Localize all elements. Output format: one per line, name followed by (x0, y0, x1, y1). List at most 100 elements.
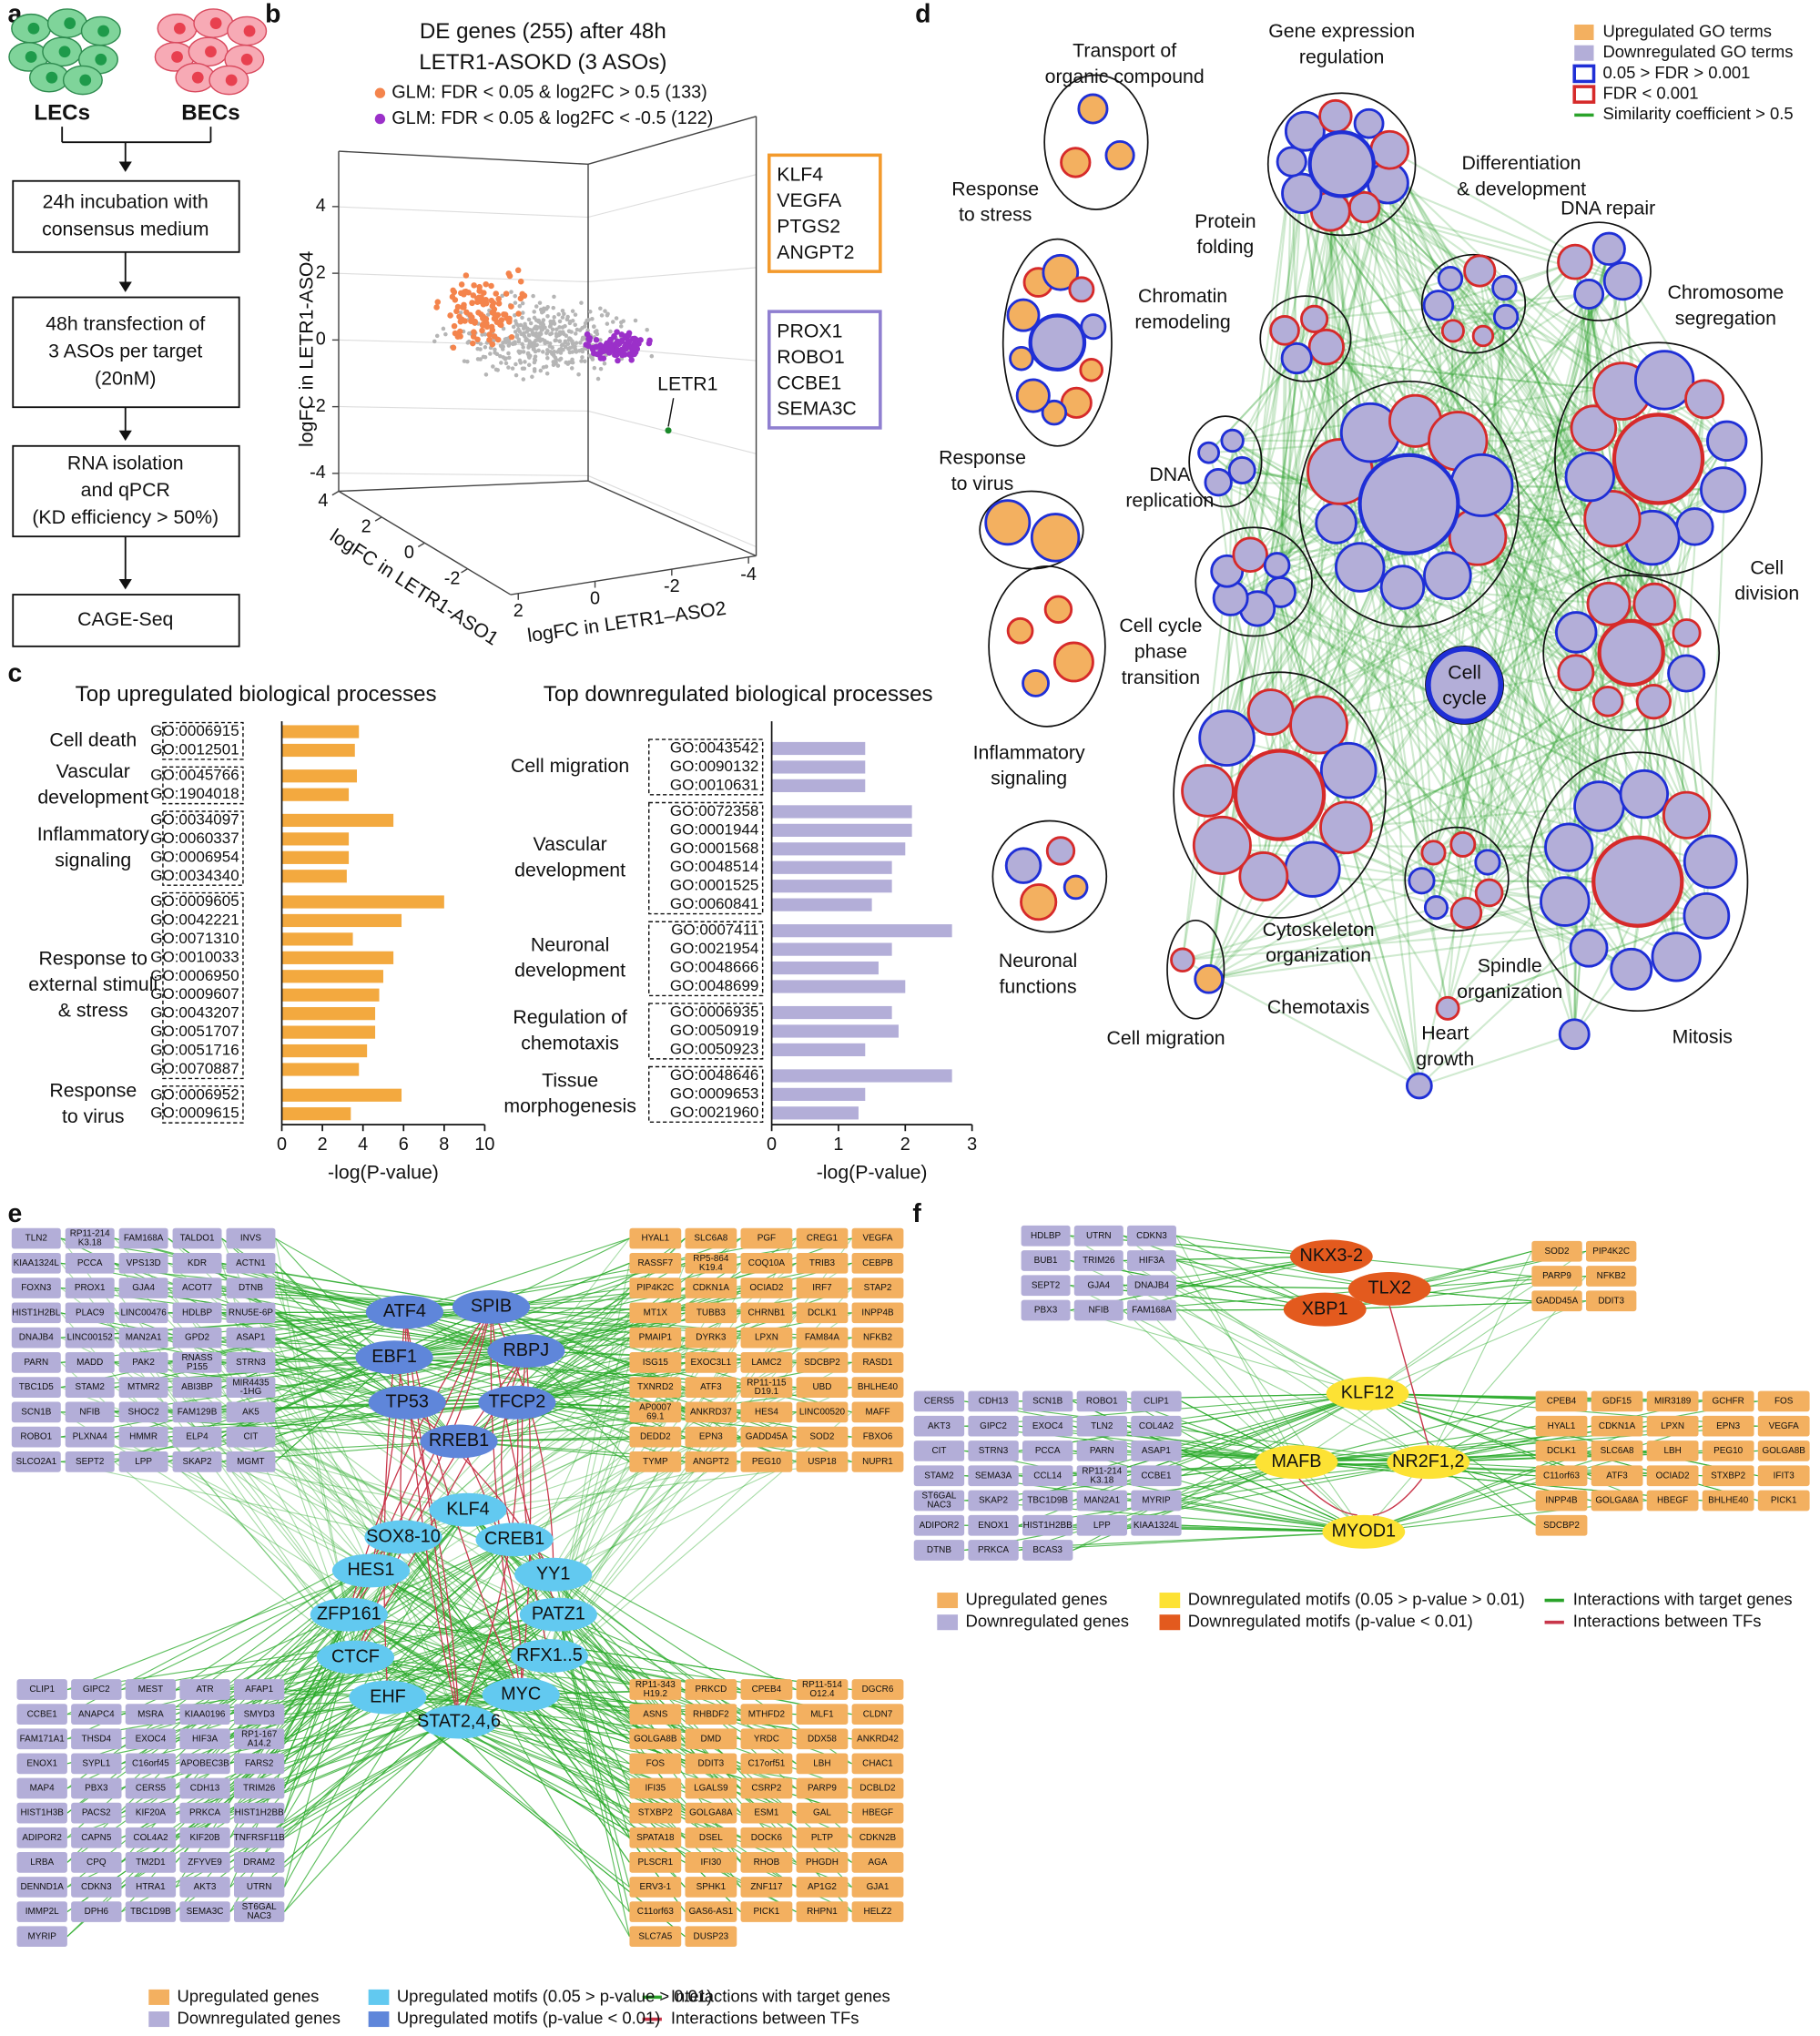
category-label: GO:0006952 (150, 1085, 239, 1103)
gene-name: TBC1D9B (130, 1907, 171, 1917)
interaction-edge (121, 1573, 554, 1789)
point-gray (533, 354, 538, 359)
point-gray (513, 361, 518, 367)
point-down (633, 336, 639, 343)
category-label: GO:0006950 (150, 967, 239, 984)
gene-name: HIST1H2BB (235, 1808, 284, 1818)
interaction-edge (1367, 1392, 1536, 1502)
similarity-edge (1249, 161, 1293, 555)
cell-nucleus (46, 71, 58, 84)
interaction-edge (1296, 1300, 1532, 1463)
point-up (449, 293, 456, 300)
gene-box (740, 1302, 793, 1324)
point-gray (526, 354, 532, 359)
gene-box (11, 1302, 61, 1324)
gene-box (767, 310, 882, 430)
go-term (1041, 399, 1068, 426)
gene-box (913, 1440, 965, 1461)
point-up (471, 329, 477, 335)
gene-name: O12.4 (809, 1689, 835, 1699)
point-gray (574, 341, 579, 345)
gene-name: MADD (76, 1358, 103, 1368)
point-gray (548, 319, 553, 324)
interaction-edge (66, 1614, 559, 1691)
point-up (486, 336, 493, 343)
gene-name: BUB1 (1034, 1256, 1058, 1266)
point-gray (552, 315, 556, 320)
gene-box (234, 1728, 285, 1750)
interaction-edge (229, 1614, 559, 1863)
gene-box (1022, 1440, 1073, 1461)
tf-name: TLX2 (1368, 1278, 1410, 1298)
point-gray (560, 315, 565, 320)
gene-box (11, 1426, 61, 1448)
cluster-label: Protein (1195, 210, 1256, 232)
interaction-edge (553, 1461, 797, 1575)
gene-name: RP11-514 (802, 1680, 842, 1690)
tf-name: EHF (370, 1686, 406, 1706)
point-down (625, 331, 632, 339)
gene-box (685, 1327, 737, 1349)
gene-box (685, 1926, 737, 1948)
group-label: Cell death (49, 728, 137, 750)
tf-name: NKX3-2 (1300, 1246, 1364, 1266)
interaction-edge (1073, 1392, 1368, 1477)
group-box (648, 1003, 764, 1060)
gene-name: ATR (197, 1685, 214, 1695)
bar (771, 1005, 892, 1020)
gene-name: GDF15 (1602, 1397, 1632, 1407)
gene-box (1131, 1415, 1182, 1437)
gene-box (179, 1827, 230, 1848)
cell-nucleus (240, 53, 253, 66)
gene-box (1757, 1490, 1810, 1512)
category-label: GO:0071310 (150, 930, 239, 947)
gene-name: IFIT3 (1774, 1471, 1795, 1481)
go-term (1060, 147, 1092, 178)
gene-box (71, 1777, 122, 1799)
group-label: development (514, 859, 625, 881)
go-term (1597, 618, 1665, 687)
gene-name: PARP9 (1542, 1271, 1571, 1281)
interaction-edge (513, 1361, 852, 1541)
gene-name: PRKCA (189, 1808, 221, 1818)
tf-node (365, 1295, 443, 1329)
tick-label: 1 (833, 1135, 843, 1155)
gene-name: ELP4 (186, 1432, 208, 1442)
gene-name: CEBPB (862, 1258, 893, 1268)
gene-box (740, 1401, 793, 1423)
gene-box (796, 1426, 849, 1448)
bar (771, 1087, 866, 1102)
bar (281, 1063, 360, 1076)
tf-node (355, 1340, 433, 1375)
point-gray (544, 331, 549, 335)
similarity-edge (1300, 192, 1610, 605)
cluster-label: Cell (1448, 661, 1481, 683)
go-term (1449, 896, 1483, 930)
gene-box (629, 1278, 682, 1298)
point-gray (527, 332, 532, 338)
gene-name: CAPN5 (81, 1833, 112, 1843)
gene-name: CDKN1A (1599, 1421, 1636, 1431)
bar (281, 743, 355, 758)
gene-box (851, 1351, 904, 1373)
legend-text: GLM: FDR < 0.05 & log2FC < -0.5 (122) (391, 108, 713, 128)
point-gray (532, 367, 537, 372)
similarity-edge (1346, 700, 1654, 829)
tf-name: MYC (501, 1684, 541, 1704)
gene-box (226, 1252, 276, 1274)
go-term (1423, 551, 1472, 601)
gene-name: SEMA3A (975, 1471, 1012, 1481)
interaction-edge (283, 1539, 515, 1912)
cell-nucleus (58, 46, 71, 58)
gene-box (1127, 1275, 1176, 1297)
point-up (506, 317, 513, 324)
gene-name: NFKB2 (1597, 1271, 1626, 1281)
gene-box (1591, 1415, 1643, 1437)
go-term (1591, 835, 1684, 928)
point-gray (578, 341, 583, 345)
similarity-edge (1231, 440, 1489, 863)
gene-name: LGALS9 (694, 1784, 728, 1794)
gene-name: DEDD2 (640, 1432, 671, 1442)
legend-dot (374, 113, 386, 125)
arrow-head (118, 161, 132, 172)
